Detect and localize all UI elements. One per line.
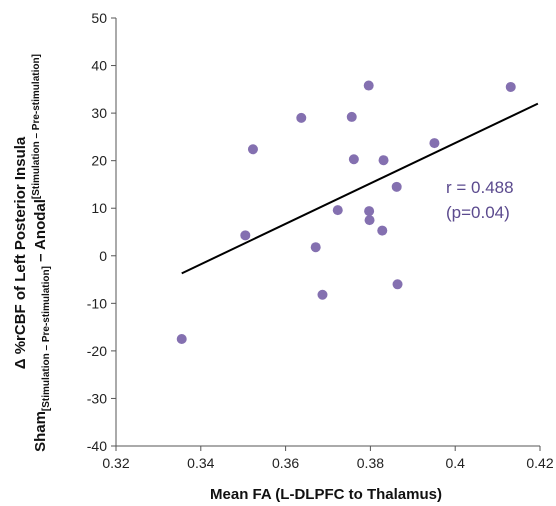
data-point xyxy=(429,138,440,149)
data-point xyxy=(505,81,516,92)
data-point xyxy=(378,155,389,166)
x-axis-ticks: 0.32 0.34 0.36 0.38 0.4 0.42 xyxy=(102,446,554,471)
x-tick-label: 0.38 xyxy=(357,455,384,471)
data-point xyxy=(392,279,403,290)
x-tick-label: 0.32 xyxy=(102,455,129,471)
y-tick-label: 0 xyxy=(99,248,107,264)
data-point xyxy=(240,230,251,241)
data-point xyxy=(310,242,321,253)
y-tick-label: 50 xyxy=(91,10,107,26)
data-point xyxy=(364,215,375,226)
y-tick-label: 20 xyxy=(91,153,107,169)
y-tick-label: -40 xyxy=(87,438,107,454)
annotation-p-value: (p=0.04) xyxy=(446,203,510,222)
y-tick-label: 40 xyxy=(91,58,107,74)
y-tick-label: -30 xyxy=(87,390,107,406)
y-axis-ticks: -40 -30 -20 -10 0 10 20 30 40 50 xyxy=(87,10,116,454)
y-axis-title: Δ %rCBF of Left Posterior Insula Sham[St… xyxy=(12,54,52,452)
data-point xyxy=(391,181,402,192)
x-axis-title: Mean FA (L-DLPFC to Thalamus) xyxy=(210,486,442,503)
y-tick-label: 30 xyxy=(91,105,107,121)
x-tick-label: 0.4 xyxy=(445,455,465,471)
data-point xyxy=(346,111,357,122)
data-point xyxy=(348,154,359,165)
data-point xyxy=(176,334,187,344)
data-point xyxy=(363,80,374,91)
y-axis-title-anodal-subscript: [Stimulation – Pre-stimulation] xyxy=(31,54,42,199)
data-point xyxy=(377,225,388,236)
y-tick-label: 10 xyxy=(91,200,107,216)
data-points xyxy=(176,80,516,344)
data-point xyxy=(364,206,375,217)
y-axis-title-sham: Sham xyxy=(32,411,49,452)
y-tick-label: -10 xyxy=(87,295,107,311)
data-point xyxy=(317,289,328,300)
x-tick-label: 0.34 xyxy=(187,455,214,471)
trend-line xyxy=(181,102,539,275)
y-axis-title-anodal: – Anodal xyxy=(32,199,49,266)
y-axis-title-sham-subscript: [Stimulation – Pre-stimulation] xyxy=(41,266,52,411)
data-point xyxy=(296,112,307,123)
data-point xyxy=(332,205,343,216)
y-tick-label: -20 xyxy=(87,343,107,359)
annotation-r-value: r = 0.488 xyxy=(446,178,514,197)
x-tick-label: 0.36 xyxy=(272,455,299,471)
y-axis-title-line2: Sham[Stimulation – Pre-stimulation] – An… xyxy=(31,54,52,452)
data-point xyxy=(247,144,258,155)
y-axis-title-line1: Δ %rCBF of Left Posterior Insula xyxy=(12,136,29,369)
x-tick-label: 0.42 xyxy=(526,455,553,471)
